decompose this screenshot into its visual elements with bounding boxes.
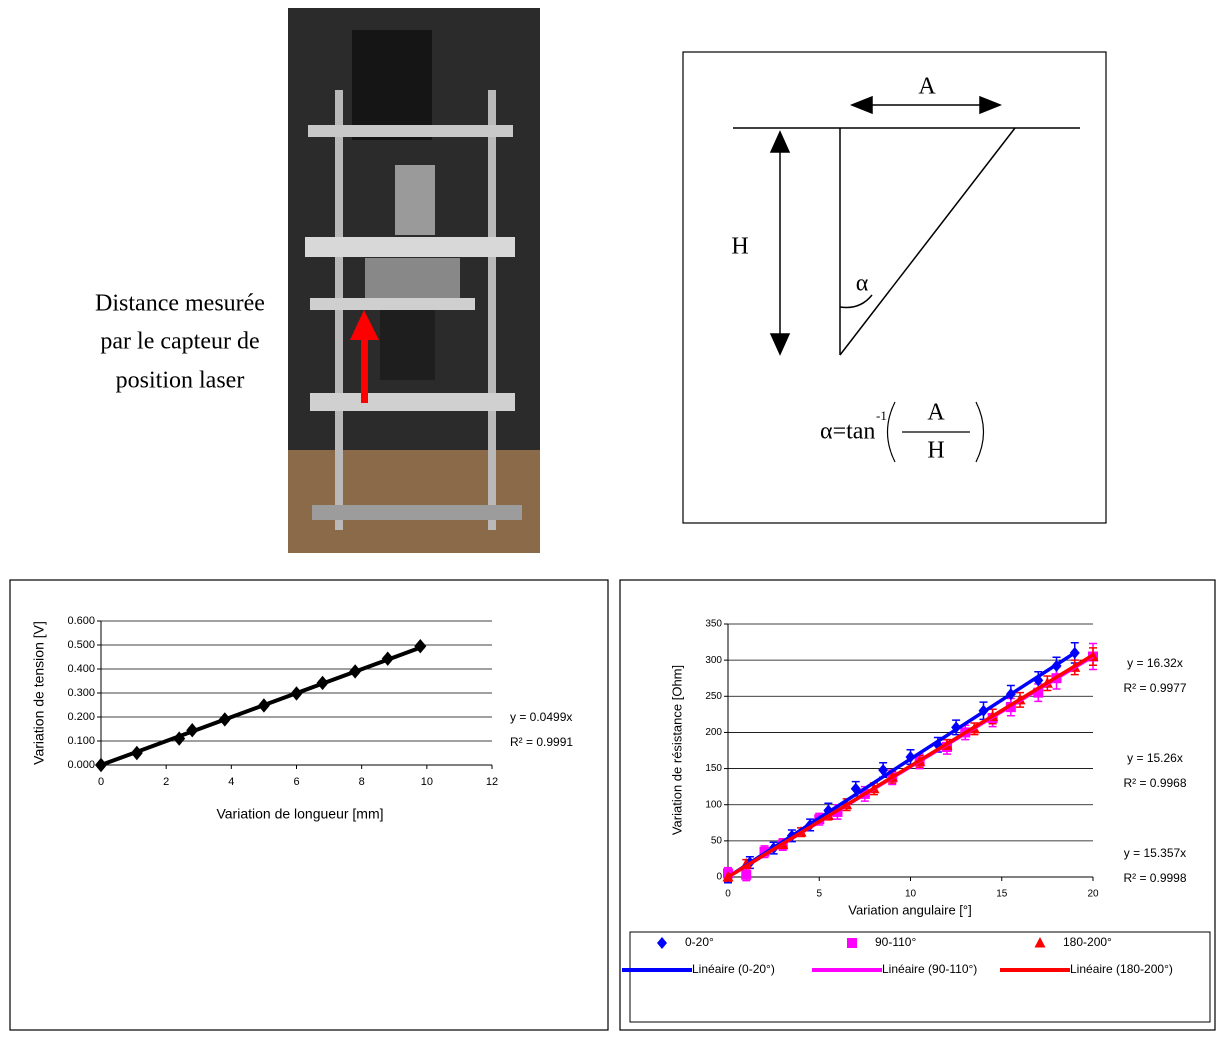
x-tick-label: 15 xyxy=(996,889,1008,900)
caption-line: position laser xyxy=(116,368,245,394)
y-tick-label: 0.000 xyxy=(67,759,95,771)
trendline xyxy=(727,651,1076,879)
x-tick-label: 4 xyxy=(228,776,234,788)
y-tick-label: 0.300 xyxy=(67,687,95,699)
trend-equation: y = 15.357x xyxy=(1124,846,1186,860)
x-tick-label: 8 xyxy=(359,776,365,788)
legend-label: Linéaire (180-200°) xyxy=(1070,962,1173,976)
photo xyxy=(288,8,540,553)
legend-label: Linéaire (90-110°) xyxy=(882,962,977,976)
y-tick-label: 0.500 xyxy=(67,639,95,651)
y-tick-label: 0 xyxy=(716,872,722,883)
y-tick-label: 0.400 xyxy=(67,663,95,675)
y-tick-label: 0.600 xyxy=(67,615,95,627)
trend-r2: R² = 0.9968 xyxy=(1123,776,1186,790)
diagram-labels: A H α α=tan -1 A H xyxy=(731,74,945,464)
x-tick-label: 0 xyxy=(98,776,104,788)
x-tick-label: 10 xyxy=(905,889,917,900)
y-tick-label: 0.100 xyxy=(67,735,95,747)
x-tick-label: 12 xyxy=(486,776,498,788)
y-tick-label: 50 xyxy=(711,835,723,846)
y-tick-label: 250 xyxy=(705,691,722,702)
trend-equation: y = 0.0499x xyxy=(510,710,572,724)
legend-label: Linéaire (0-20°) xyxy=(692,962,775,976)
photo-caption: Distance mesurée par le capteur de posit… xyxy=(95,291,265,394)
y-axis-label: Variation de tension [V] xyxy=(31,621,47,765)
x-tick-label: 10 xyxy=(421,776,433,788)
trend-r2: R² = 0.9977 xyxy=(1123,681,1186,695)
legend-label: 180-200° xyxy=(1063,935,1112,949)
trendline xyxy=(100,645,422,767)
label-h: H xyxy=(731,234,748,260)
label-a: A xyxy=(918,74,936,100)
point xyxy=(741,869,752,880)
y-tick-label: 150 xyxy=(705,763,722,774)
formula-denominator: H xyxy=(927,438,944,464)
trend-r2: R² = 0.9991 xyxy=(510,735,573,749)
point xyxy=(414,639,427,654)
label-angle: α xyxy=(856,271,869,297)
y-tick-label: 300 xyxy=(705,655,722,666)
y-tick-label: 100 xyxy=(705,799,722,810)
caption-line: Distance mesurée xyxy=(95,291,265,317)
formula-exponent: -1 xyxy=(876,408,887,423)
point xyxy=(1033,687,1044,698)
x-axis-label: Variation de longueur [mm] xyxy=(216,806,383,822)
legend-label: 0-20° xyxy=(685,935,714,949)
trendline xyxy=(727,653,1094,879)
diagram xyxy=(682,51,1107,524)
legend-label: 90-110° xyxy=(875,935,916,949)
x-tick-label: 6 xyxy=(293,776,299,788)
y-tick-label: 0.200 xyxy=(67,711,95,723)
formula-lhs: α=tan xyxy=(820,419,875,445)
x-tick-label: 2 xyxy=(163,776,169,788)
point xyxy=(878,764,889,777)
trend-equation: y = 15.26x xyxy=(1127,751,1183,765)
legend-marker xyxy=(847,938,857,948)
trend-r2: R² = 0.9998 xyxy=(1123,871,1186,885)
x-tick-label: 5 xyxy=(816,889,822,900)
chart-frame xyxy=(619,579,1216,1031)
legend-marker xyxy=(657,937,667,949)
x-tick-label: 20 xyxy=(1087,889,1099,900)
y-axis-label: Variation de résistance [Ohm] xyxy=(669,665,684,835)
y-tick-label: 350 xyxy=(705,619,722,630)
x-axis-label: Variation angulaire [°] xyxy=(848,902,971,917)
caption-line: par le capteur de xyxy=(100,329,259,355)
formula-numerator: A xyxy=(927,400,945,426)
trend-equation: y = 16.32x xyxy=(1127,656,1183,670)
x-tick-label: 0 xyxy=(725,889,731,900)
y-tick-label: 200 xyxy=(705,727,722,738)
legend-marker xyxy=(1034,937,1046,948)
chart-frame xyxy=(9,579,609,1031)
legend-frame xyxy=(629,931,1211,1023)
